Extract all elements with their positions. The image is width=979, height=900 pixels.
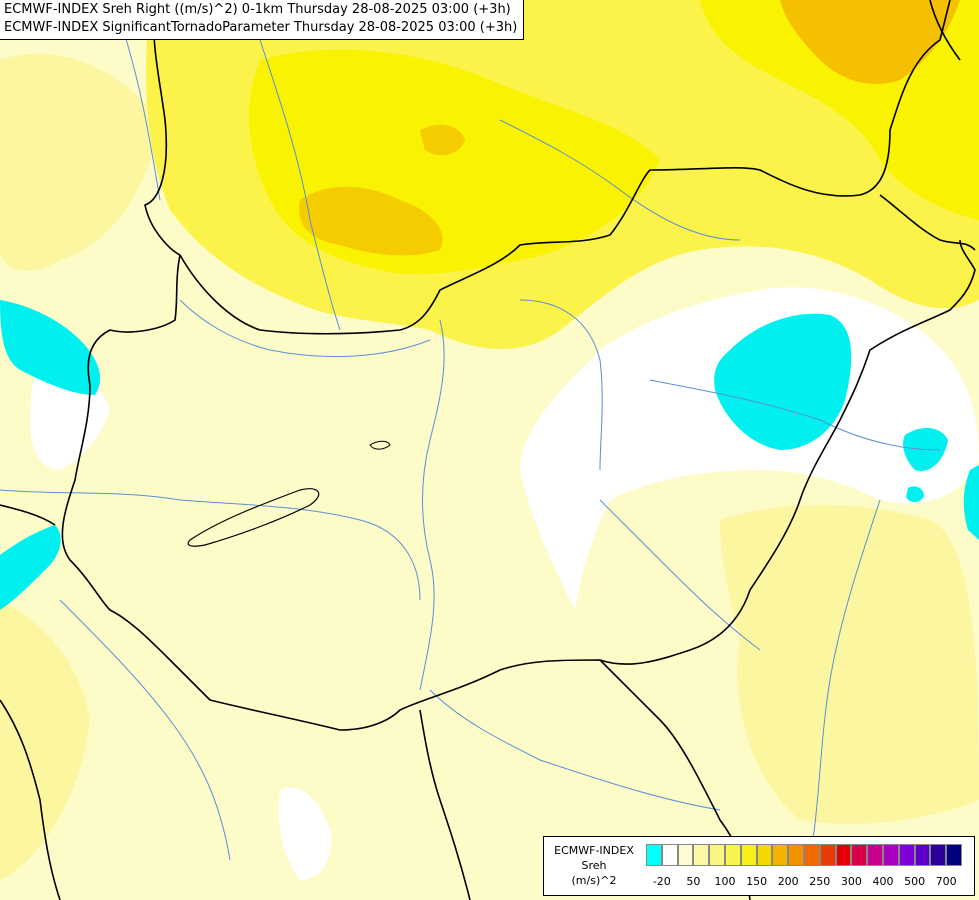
legend-tick-label: 50: [686, 875, 701, 888]
legend-swatch: [882, 844, 899, 866]
legend-swatch: [772, 844, 789, 866]
lake-small: [369, 440, 391, 450]
legend-color-bar: [646, 844, 962, 866]
cyan-strip-east-edge: [963, 465, 979, 540]
legend-title-line-2: Sreh: [581, 859, 607, 872]
legend-swatch: [756, 844, 773, 866]
legend-tick-label: 700: [935, 875, 957, 888]
legend-swatch: [946, 844, 962, 866]
title-line-2: ECMWF-INDEX SignificantTornadoParameter …: [4, 20, 518, 35]
legend-swatch: [693, 844, 710, 866]
legend-swatch: [661, 844, 678, 866]
legend-swatch: [851, 844, 868, 866]
legend-swatch: [930, 844, 947, 866]
orange-patch-small: [420, 124, 465, 156]
cyan-area-west: [0, 300, 100, 395]
legend-swatch: [646, 844, 662, 866]
legend-tick-label: 200: [777, 875, 799, 888]
legend-swatch: [677, 844, 694, 866]
legend-tick-label: 400: [872, 875, 894, 888]
pale-yellow-field-sw: [0, 600, 90, 880]
title-line-1: ECMWF-INDEX Sreh Right ((m/s)^2) 0-1km T…: [4, 2, 511, 17]
legend-title-line-3: (m/s)^2: [571, 874, 617, 887]
legend-tick-label: 300: [840, 875, 862, 888]
lake-balaton: [187, 488, 320, 547]
orange-patch-central: [299, 186, 443, 256]
legend-title: ECMWF-INDEX Sreh (m/s)^2: [544, 843, 644, 888]
legend-swatch: [724, 844, 741, 866]
color-legend: ECMWF-INDEX Sreh (m/s)^2 -20 50 100 150 200 2…: [543, 836, 975, 896]
legend-tick-labels: -20 50 100 150 200 250 300 400 500 700: [646, 875, 976, 891]
orange-patch-ne: [780, 0, 960, 84]
legend-swatch: [709, 844, 725, 866]
legend-swatch: [803, 844, 820, 866]
legend-tick-label: 100: [714, 875, 736, 888]
cyan-area-east: [714, 313, 852, 450]
legend-swatch: [740, 844, 757, 866]
legend-tick-label: 150: [746, 875, 768, 888]
pale-yellow-field-west: [0, 53, 160, 271]
legend-swatch: [788, 844, 804, 866]
legend-swatch: [914, 844, 931, 866]
cyan-dot-east: [906, 486, 924, 503]
pale-yellow-field-se: [720, 505, 979, 824]
legend-swatch: [898, 844, 915, 866]
cyan-area-sw: [0, 525, 61, 610]
white-zone-sw: [278, 787, 331, 880]
legend-tick-label: -20: [652, 875, 671, 888]
legend-title-line-1: ECMWF-INDEX: [554, 844, 634, 857]
rivers: [0, 19, 941, 861]
legend-swatch: [819, 844, 836, 866]
legend-tick-label: 500: [904, 875, 926, 888]
map-title: ECMWF-INDEX Sreh Right ((m/s)^2) 0-1km T…: [0, 0, 525, 40]
legend-tick-label: 250: [809, 875, 831, 888]
legend-swatch: [835, 844, 852, 866]
legend-swatch: [867, 844, 883, 866]
